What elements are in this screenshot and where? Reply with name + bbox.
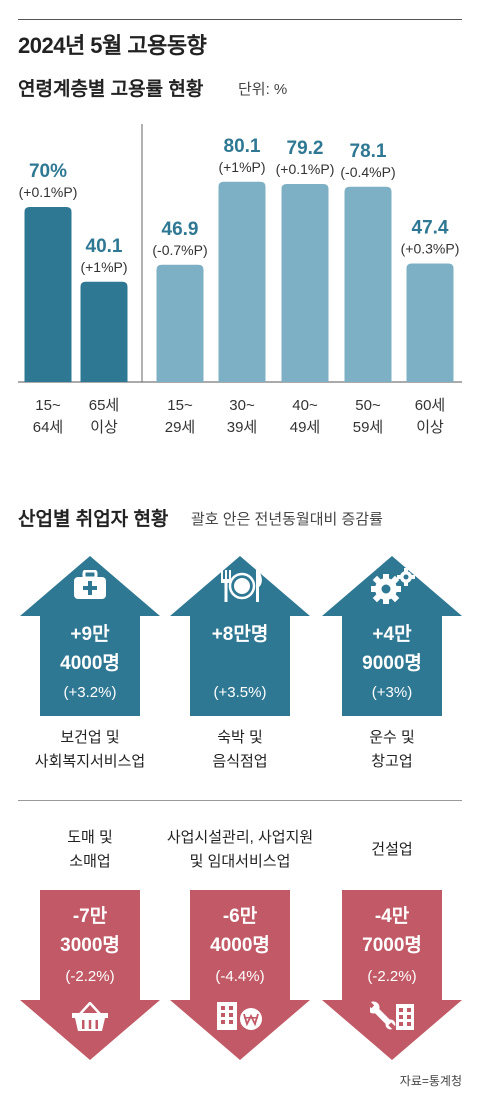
industry-value-line2: 9000명 [362, 653, 422, 674]
industry-up-arrow-health: +9만 4000명 (+3.2%) [20, 556, 160, 716]
bar-change-label: (+0.1%P) [19, 184, 78, 200]
industry-label: 운수 및 창고업 [307, 726, 477, 774]
industry-label: 건설업 [307, 838, 477, 862]
industry-value-line2: 4000명 [210, 935, 270, 956]
industry-label-line2: 및 임대서비스업 [189, 853, 291, 870]
industry-pct: (-4.4%) [215, 968, 265, 985]
bar-value-label: 78.1 [350, 141, 387, 162]
industry-label-line2: 창고업 [371, 753, 413, 770]
industry-value-line2: 3000명 [60, 935, 120, 956]
industry-label-line1: 운수 및 [369, 729, 415, 746]
category-tick-label: 39세 [227, 419, 258, 436]
bar-change-label: (+1%P) [80, 259, 127, 275]
industry-down-arrow-construction: -4만 7000명 (-2.2%) [322, 890, 462, 1060]
dining-icon [221, 570, 262, 602]
industry-value-line1: +4만 [372, 624, 412, 645]
industry-value-line1: -4만 [374, 906, 410, 927]
bar-value-label: 47.4 [412, 218, 449, 239]
category-tick-label: 29세 [165, 419, 196, 436]
industry-label-line1: 사업시설관리, 사업지원 [166, 829, 314, 846]
medical-kit-icon [74, 570, 106, 599]
industry-label-line1: 보건업 및 [60, 729, 120, 746]
bar [281, 184, 329, 382]
category-tick-label: 64세 [33, 419, 64, 436]
category-tick-label: 15~ [35, 397, 61, 414]
bar-change-label: (+0.3%P) [401, 241, 460, 257]
industry-label-line1: 건설업 [371, 841, 413, 858]
industry-label-line2: 사회복지서비스업 [34, 753, 146, 770]
industry-value-line2: 7000명 [362, 935, 422, 956]
industry-pct: (-2.2%) [65, 968, 115, 985]
industry-pct: (+3.2%) [63, 684, 117, 701]
bar-change-label: (+0.1%P) [276, 161, 335, 177]
industry-value-line1: +8만명 [211, 624, 269, 645]
bar [80, 281, 128, 382]
category-tick-label: 이상 [90, 419, 118, 436]
industry-section-note: 괄호 안은 전년동월대비 증감률 [191, 511, 383, 528]
bar [406, 263, 454, 382]
industry-section-title: 산업별 취업자 현황 [18, 509, 169, 530]
industry-value-line1: +9만 [70, 624, 110, 645]
category-tick-label: 65세 [89, 397, 120, 414]
industry-value-line1: -6만 [222, 906, 258, 927]
industry-value-line2: 4000명 [60, 653, 120, 674]
category-tick-label: 이상 [416, 419, 444, 436]
category-tick-label: 59세 [353, 419, 384, 436]
category-tick-label: 50~ [355, 397, 381, 414]
shopping-basket-icon [72, 1002, 108, 1031]
category-tick-label: 30~ [229, 397, 255, 414]
industry-up-arrow-food: +8만명 (+3.5%) [170, 556, 310, 716]
bar [24, 207, 72, 382]
industry-value-line1: -7만 [72, 906, 108, 927]
industry-down-arrow-business: -6만 4000명 (-4.4%) [170, 890, 310, 1060]
bar [218, 181, 266, 382]
page-title: 2024년 5월 고용동향 [18, 33, 207, 58]
industry-label-line2: 소매업 [69, 853, 111, 870]
industry-pct: (+3.5%) [213, 684, 267, 701]
industry-label-line1: 도매 및 [67, 829, 113, 846]
industry-pct: (-2.2%) [367, 968, 417, 985]
bar-value-label: 80.1 [224, 136, 261, 157]
top-rule [18, 19, 462, 20]
source-note: 자료=통계청 [399, 1074, 462, 1088]
bar-value-label: 40.1 [86, 236, 123, 257]
industry-label-line2: 음식점업 [212, 753, 268, 770]
category-tick-label: 60세 [415, 397, 446, 414]
bar-change-label: (+1%P) [218, 159, 265, 175]
wrench-building-icon [370, 1001, 414, 1030]
bar-value-label: 46.9 [162, 219, 199, 240]
industry-up-arrow-transport: +4만 9000명 (+3%) [322, 556, 462, 716]
industry-pct: (+3%) [371, 684, 413, 701]
age-section-unit: 단위: % [238, 81, 288, 98]
bar [156, 264, 204, 382]
bar-change-label: (-0.4%P) [340, 164, 395, 180]
industry-label: 도매 및 소매업 [5, 826, 175, 874]
gears-icon [371, 568, 415, 604]
bar-value-label: 79.2 [287, 138, 324, 159]
category-tick-label: 40~ [292, 397, 318, 414]
bar-change-label: (-0.7%P) [152, 242, 207, 258]
industry-label: 보건업 및 사회복지서비스업 [5, 726, 175, 774]
bar-value-label: 70% [29, 161, 67, 182]
industry-label: 사업시설관리, 사업지원 및 임대서비스업 [145, 826, 335, 874]
bar [344, 186, 392, 382]
industry-label-line1: 숙박 및 [217, 729, 263, 746]
category-tick-label: 15~ [167, 397, 193, 414]
section-divider [18, 800, 462, 801]
category-tick-label: 49세 [290, 419, 321, 436]
building-won-icon [217, 1002, 262, 1030]
age-section-title: 연령계층별 고용률 현황 [18, 79, 204, 100]
industry-label: 숙박 및 음식점업 [155, 726, 325, 774]
industry-down-arrow-retail: -7만 3000명 (-2.2%) [20, 890, 160, 1060]
